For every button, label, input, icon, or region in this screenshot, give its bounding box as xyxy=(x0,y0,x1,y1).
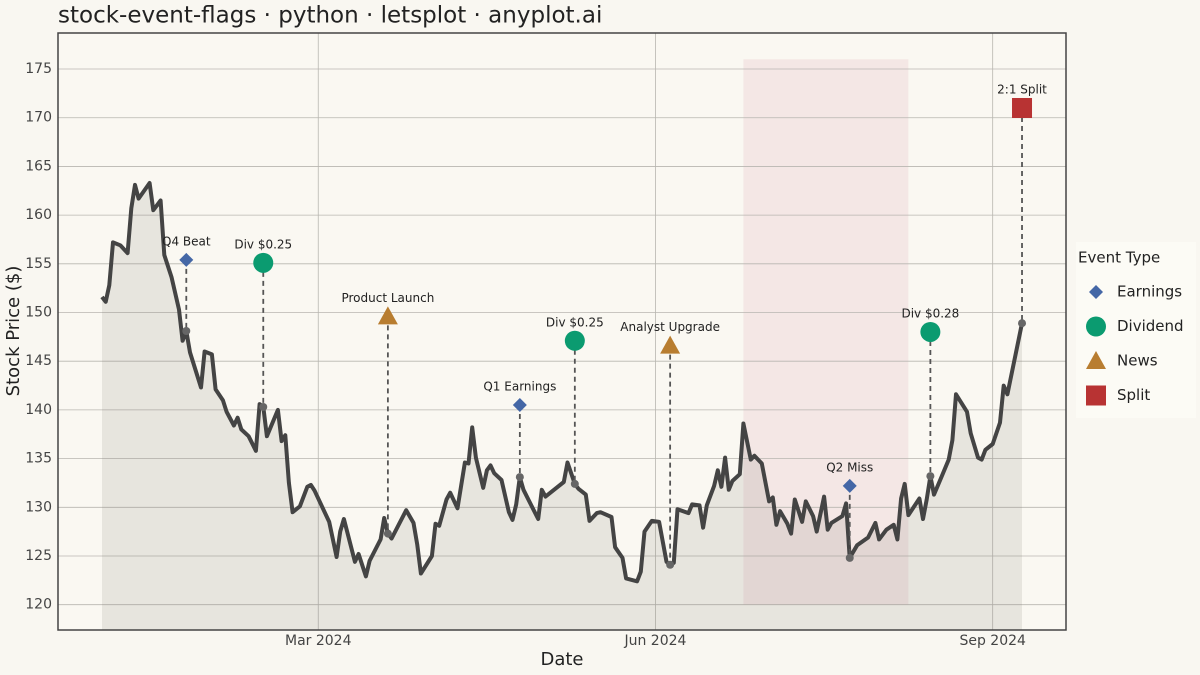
y-tick-label: 150 xyxy=(25,305,52,321)
event-point xyxy=(383,529,392,538)
x-tick-label: Mar 2024 xyxy=(285,633,352,649)
y-tick-label: 160 xyxy=(25,207,52,223)
flag-label: Div $0.25 xyxy=(546,315,604,329)
event-flag xyxy=(377,306,398,325)
flag-label: Q4 Beat xyxy=(162,234,211,248)
y-tick-label: 135 xyxy=(25,451,52,467)
legend-label: News xyxy=(1117,352,1158,370)
legend-label: Earnings xyxy=(1117,283,1182,301)
event-flag xyxy=(1012,97,1033,118)
x-axis-label: Date xyxy=(540,649,583,670)
chart-title: stock-event-flags · python · letsplot · … xyxy=(58,3,602,29)
event-flag xyxy=(253,252,274,273)
event-point xyxy=(1018,319,1027,328)
event-flag xyxy=(920,321,941,342)
flag-label: Product Launch xyxy=(341,291,434,305)
legend-title: Event Type xyxy=(1078,249,1160,267)
event-point xyxy=(666,560,675,569)
y-tick-label: 155 xyxy=(25,256,52,272)
y-axis-label: Stock Price ($) xyxy=(3,266,24,397)
event-point xyxy=(515,473,524,482)
flag-label: Q1 Earnings xyxy=(483,380,556,394)
y-tick-label: 170 xyxy=(25,110,52,126)
plot-border xyxy=(57,32,1067,631)
legend-marker xyxy=(1089,285,1103,299)
legend-label: Dividend xyxy=(1117,317,1184,335)
event-point xyxy=(259,402,268,411)
flag-label: Q2 Miss xyxy=(826,460,873,474)
event-point xyxy=(182,327,191,336)
legend-marker xyxy=(1086,316,1106,337)
flag-label: Div $0.25 xyxy=(234,237,292,251)
x-tick-label: Jun 2024 xyxy=(623,633,686,649)
y-tick-label: 125 xyxy=(25,548,52,564)
flag-label: Analyst Upgrade xyxy=(620,320,720,334)
event-point xyxy=(570,479,579,488)
event-flag xyxy=(512,398,527,413)
event-flag xyxy=(842,478,857,493)
y-tick-label: 120 xyxy=(25,597,52,613)
event-flag xyxy=(564,330,585,351)
event-flag xyxy=(660,335,681,354)
legend-label: Split xyxy=(1117,386,1150,404)
price-area xyxy=(102,183,1022,630)
x-tick-label: Sep 2024 xyxy=(959,633,1026,649)
y-tick-label: 130 xyxy=(25,499,52,515)
event-flag xyxy=(179,252,194,267)
legend-marker xyxy=(1086,385,1106,406)
flag-label: Div $0.28 xyxy=(901,306,959,320)
flag-label: 2:1 Split xyxy=(997,82,1047,96)
y-tick-label: 140 xyxy=(25,402,52,418)
event-point xyxy=(845,553,854,562)
y-tick-label: 145 xyxy=(25,353,52,369)
y-tick-label: 175 xyxy=(25,61,52,77)
legend-marker xyxy=(1086,351,1106,369)
y-tick-label: 165 xyxy=(25,158,52,174)
price-line xyxy=(100,181,1024,584)
event-point xyxy=(926,472,935,481)
